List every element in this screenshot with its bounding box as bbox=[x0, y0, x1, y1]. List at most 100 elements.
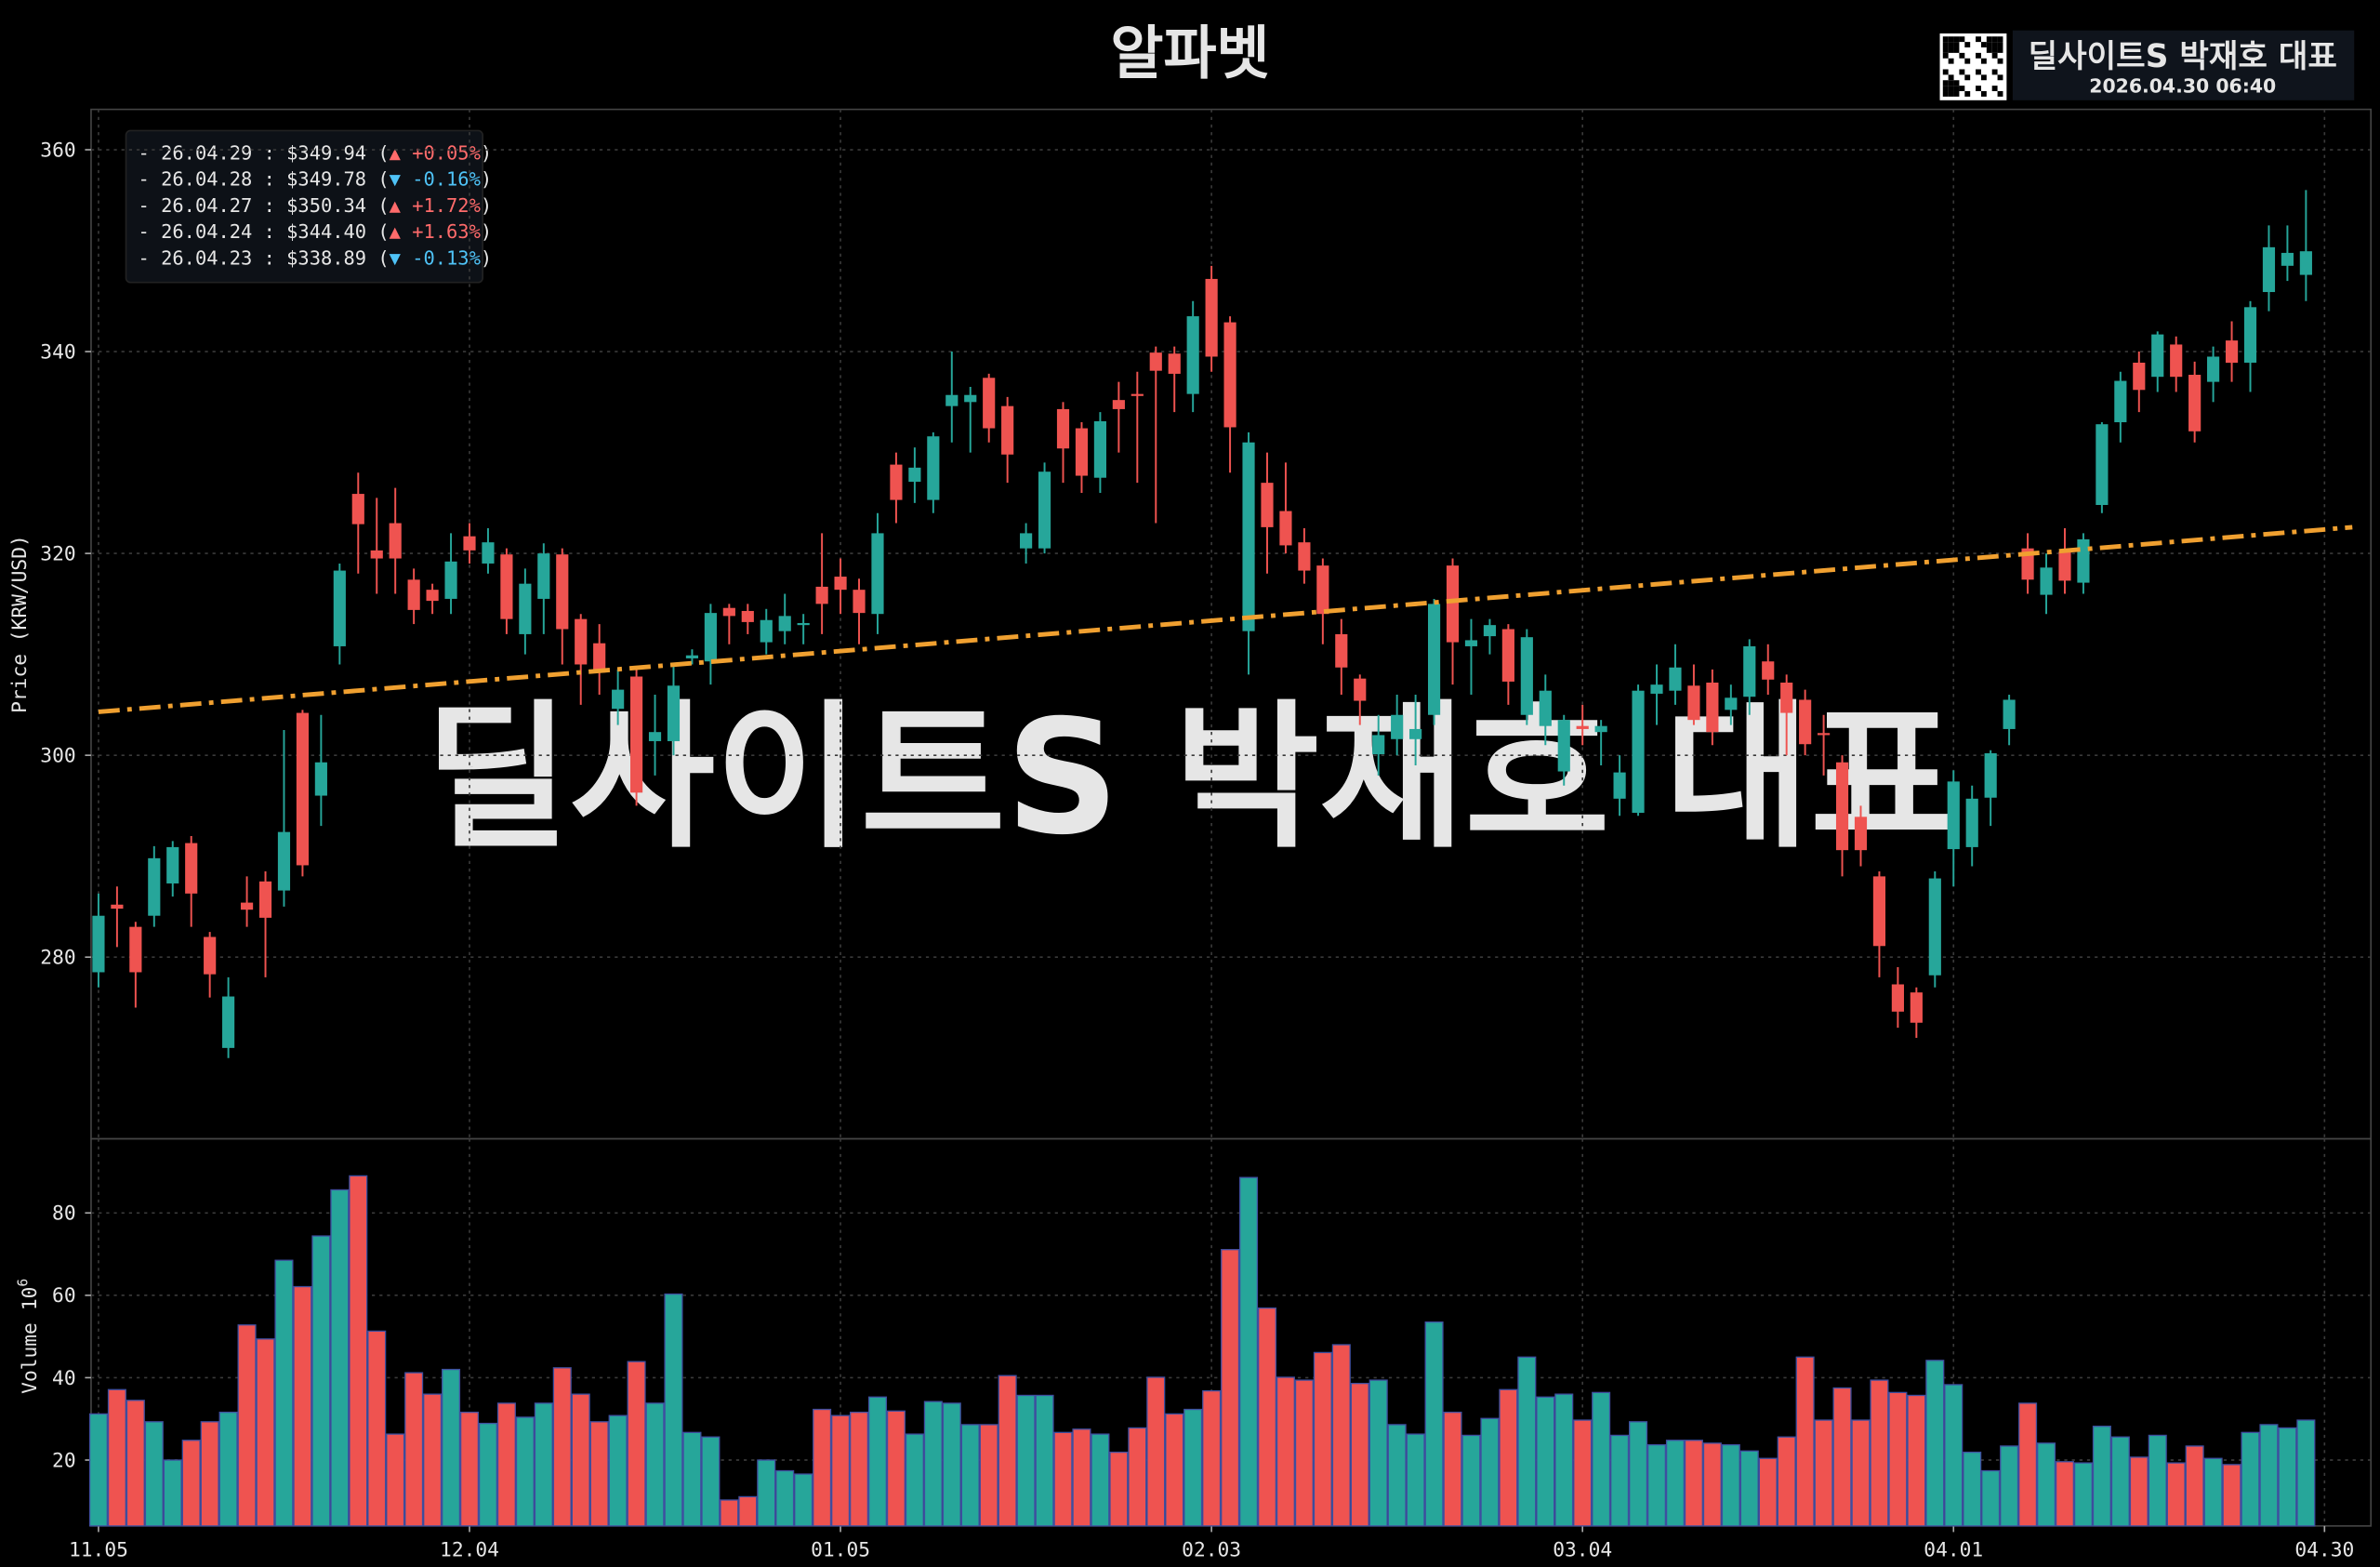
volume-bar bbox=[867, 1396, 888, 1527]
candle-body bbox=[667, 685, 681, 741]
volume-bar bbox=[478, 1422, 497, 1527]
qr-cell bbox=[1948, 86, 1954, 92]
legend: - 26.04.29 : $349.94 (▲ +0.05%)- 26.04.2… bbox=[125, 129, 493, 284]
volume-bar bbox=[1851, 1419, 1871, 1527]
y-axis-label: Price (KRW/USD) bbox=[8, 535, 32, 713]
qr-cell bbox=[1948, 58, 1954, 64]
volume-bar bbox=[1350, 1382, 1369, 1527]
candle-body bbox=[1168, 353, 1181, 374]
y-tick-label: 280 bbox=[40, 947, 75, 970]
volume-bar bbox=[293, 1285, 312, 1527]
volume-bar bbox=[2129, 1456, 2149, 1527]
candle-body bbox=[1391, 714, 1404, 739]
volume-bar bbox=[330, 1189, 350, 1527]
legend-text: ) bbox=[481, 246, 492, 269]
qr-cell bbox=[1964, 74, 1971, 81]
qr-cell bbox=[1980, 58, 1987, 64]
candle-body bbox=[2151, 334, 2164, 378]
candle-body bbox=[1520, 637, 1533, 715]
legend-entry: - 26.04.28 : $349.78 (▼ -0.16%) bbox=[139, 168, 493, 191]
candle-body bbox=[612, 689, 625, 710]
volume-bar bbox=[1331, 1344, 1351, 1527]
qr-cell bbox=[1942, 91, 1949, 97]
candle-body bbox=[1483, 625, 1497, 637]
qr-cell bbox=[1953, 46, 1960, 53]
volume-bar bbox=[1981, 1469, 2001, 1527]
candle-body bbox=[444, 561, 457, 599]
candle-body bbox=[2114, 380, 2127, 423]
volume-bar bbox=[1257, 1307, 1277, 1527]
candle-body bbox=[1725, 697, 1738, 710]
legend-entry: - 26.04.27 : $350.34 (▲ +1.72%) bbox=[139, 194, 493, 217]
candle-body bbox=[556, 554, 569, 630]
candle-body bbox=[277, 831, 291, 891]
volume-bar bbox=[2148, 1434, 2167, 1527]
volume-bar bbox=[1202, 1389, 1222, 1527]
qr-cell bbox=[1948, 46, 1954, 53]
volume-bar bbox=[664, 1293, 683, 1527]
volume-bar bbox=[1239, 1176, 1259, 1527]
volume-bar bbox=[905, 1433, 924, 1527]
volume-bar bbox=[1925, 1360, 1945, 1527]
candle-body bbox=[648, 732, 662, 741]
legend-text: - 26.04.24 : $344.40 ( bbox=[139, 220, 390, 243]
candle-body bbox=[537, 553, 550, 599]
qr-cell bbox=[1964, 42, 1971, 47]
candle-body bbox=[2058, 551, 2071, 581]
y-tick-label: 320 bbox=[40, 542, 75, 565]
candle-body bbox=[148, 857, 161, 916]
candle-body bbox=[908, 467, 921, 483]
candle-body bbox=[2003, 699, 2016, 729]
candle-body bbox=[1223, 322, 1236, 428]
candle-body bbox=[2207, 356, 2220, 382]
qr-cell bbox=[1948, 80, 1954, 86]
scale-base: 10 bbox=[19, 1287, 42, 1311]
volume-bar bbox=[738, 1495, 758, 1527]
qr-cell bbox=[1991, 36, 1998, 43]
volume-bar bbox=[701, 1436, 721, 1527]
candle-body bbox=[983, 378, 996, 429]
qr-cell bbox=[1942, 80, 1949, 86]
candle-body bbox=[1205, 278, 1218, 357]
candle-body bbox=[1687, 685, 1700, 721]
candle-body bbox=[629, 676, 643, 793]
legend-text: - 26.04.29 : $349.94 ( bbox=[139, 141, 390, 164]
candle-body bbox=[482, 542, 495, 564]
candle-body bbox=[111, 904, 124, 910]
volume-bar bbox=[2296, 1419, 2316, 1527]
legend-text: ) bbox=[481, 194, 492, 217]
candle-body bbox=[1372, 735, 1385, 755]
qr-cell bbox=[1986, 42, 1992, 47]
qr-cell bbox=[1959, 86, 1965, 92]
qr-cell bbox=[1953, 86, 1960, 92]
candle-body bbox=[1130, 393, 1144, 396]
candle-body bbox=[1910, 992, 1923, 1023]
legend-text: - 26.04.27 : $350.34 ( bbox=[139, 194, 390, 217]
volume-bar bbox=[2055, 1461, 2075, 1527]
candle-body bbox=[2096, 424, 2109, 506]
qr-cell bbox=[1964, 91, 1971, 97]
candle-body bbox=[1354, 678, 1367, 701]
volume-bar bbox=[2073, 1462, 2093, 1527]
volume-bar bbox=[1646, 1443, 1667, 1527]
candle-body bbox=[1056, 408, 1070, 449]
qr-cell bbox=[1997, 42, 2003, 47]
volume-bar bbox=[1907, 1394, 1926, 1527]
candle-body bbox=[2133, 362, 2146, 391]
legend-text: ) bbox=[481, 141, 492, 164]
volume-bar bbox=[311, 1235, 331, 1527]
candle-body bbox=[1316, 565, 1329, 615]
volume-bar bbox=[1684, 1440, 1703, 1527]
candle-body bbox=[426, 590, 439, 602]
candle-body bbox=[92, 915, 105, 973]
candle-body bbox=[1891, 984, 1904, 1012]
volume-bar bbox=[1053, 1431, 1073, 1527]
volume-bar bbox=[163, 1459, 182, 1527]
qr-cell bbox=[1976, 52, 1981, 59]
candle-body bbox=[1818, 733, 1831, 736]
volume-bar bbox=[1814, 1419, 1833, 1527]
legend-box bbox=[125, 129, 483, 284]
volume-bar bbox=[1870, 1379, 1889, 1527]
legend-text: ) bbox=[481, 168, 492, 191]
volume-bar bbox=[1016, 1394, 1036, 1527]
